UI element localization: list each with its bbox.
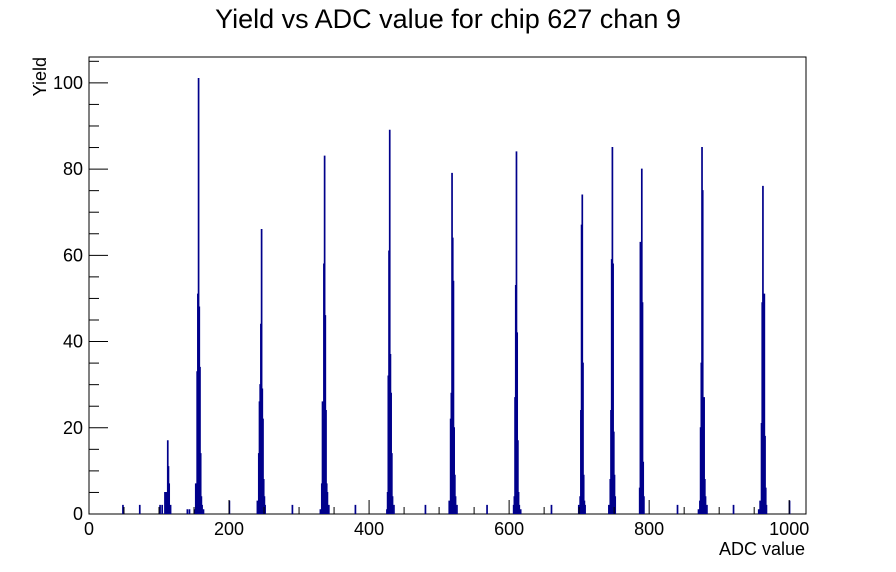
histogram-bin — [354, 504, 357, 514]
y-tick-label: 80 — [63, 159, 83, 179]
histogram-bin — [260, 228, 263, 514]
histogram-bin — [202, 509, 205, 514]
histogram-bin — [582, 362, 584, 514]
histogram-bin — [486, 504, 488, 514]
histogram-bin — [614, 496, 617, 514]
histogram-bin — [706, 504, 708, 514]
histogram-bin — [581, 194, 584, 514]
histogram-bin — [641, 302, 644, 514]
histogram-bin — [161, 504, 164, 514]
histogram-bin — [199, 366, 201, 514]
histogram-bin — [164, 491, 166, 514]
histogram-bin — [188, 509, 191, 514]
histogram-bin — [168, 483, 171, 514]
histogram-bin — [517, 440, 519, 514]
histogram-bin — [327, 504, 330, 514]
histogram-bin — [642, 461, 645, 514]
histogram-bin — [319, 509, 322, 514]
histogram-bin — [608, 504, 610, 514]
histogram-bin — [759, 500, 761, 514]
histogram-bin — [326, 491, 329, 514]
histogram-bin — [703, 397, 705, 514]
y-tick-label: 0 — [73, 504, 83, 524]
histogram-bin — [194, 483, 197, 514]
histogram-bin — [643, 496, 645, 514]
histogram-bin — [390, 453, 393, 514]
y-axis-label: Yield — [30, 57, 50, 96]
histogram-bin — [763, 293, 766, 514]
histogram-bin — [169, 504, 172, 514]
x-axis: 0 200 400 600 800 1000 — [84, 500, 809, 539]
histogram-bin — [122, 504, 124, 514]
histogram-series — [122, 78, 791, 514]
histogram-bin — [765, 504, 768, 514]
histogram-bin — [199, 453, 202, 514]
histogram-bin — [612, 263, 614, 514]
x-tick-label: 600 — [494, 519, 524, 539]
histogram-bin — [732, 504, 735, 514]
x-axis-label: ADC value — [719, 539, 805, 559]
x-tick-label: 0 — [84, 519, 94, 539]
x-tick-label: 800 — [634, 519, 664, 539]
histogram-bin — [456, 504, 458, 514]
histogram-bin — [391, 496, 394, 514]
histogram-bin — [138, 504, 141, 514]
x-tick-label: 400 — [354, 519, 384, 539]
histogram-bin — [550, 504, 553, 514]
histogram-bin — [454, 496, 457, 514]
x-tick-label: 200 — [214, 519, 244, 539]
histogram-bin — [197, 78, 200, 514]
y-tick-label: 40 — [63, 332, 83, 352]
histogram-bin — [704, 496, 707, 514]
histogram-bin — [186, 509, 189, 514]
histogram-bin — [612, 431, 615, 514]
histogram-bin — [201, 504, 203, 514]
plot-frame — [88, 56, 807, 515]
histogram-bin — [518, 504, 521, 514]
histogram-bin — [388, 129, 391, 514]
histogram-bin — [424, 504, 427, 514]
y-tick-label: 100 — [53, 73, 83, 93]
histogram-bin — [393, 504, 395, 514]
histogram-bin — [159, 504, 161, 514]
histogram-bin — [764, 487, 767, 514]
histogram-bin — [517, 491, 520, 514]
histogram-bin — [256, 500, 259, 514]
histogram-bin — [448, 500, 451, 514]
histogram-bin — [584, 504, 586, 514]
histogram-bin — [516, 332, 519, 514]
y-tick-label: 60 — [63, 245, 83, 265]
histogram-bin — [264, 504, 266, 514]
y-axis: 0 20 40 60 80 100 — [53, 60, 108, 524]
histogram-bin — [452, 280, 455, 514]
histogram-bin — [325, 410, 327, 514]
histogram-bin — [165, 491, 168, 514]
histogram-bin — [757, 509, 760, 514]
histogram-bin — [701, 190, 704, 514]
x-tick-label: 1000 — [769, 519, 809, 539]
histogram-bin — [454, 474, 456, 514]
histogram-bin — [582, 474, 585, 514]
histogram-bin — [676, 504, 679, 514]
histogram-bin — [613, 474, 616, 514]
histogram-bin — [764, 435, 766, 514]
chart-title: Yield vs ADC value for chip 627 chan 9 — [215, 4, 681, 34]
y-tick-label: 20 — [63, 418, 83, 438]
histogram-bin — [519, 509, 522, 514]
histogram-bin — [262, 418, 264, 514]
histogram-bin — [453, 427, 455, 514]
plot-area — [88, 56, 807, 515]
histogram-bin — [291, 504, 294, 514]
histogram-bin — [697, 509, 700, 514]
